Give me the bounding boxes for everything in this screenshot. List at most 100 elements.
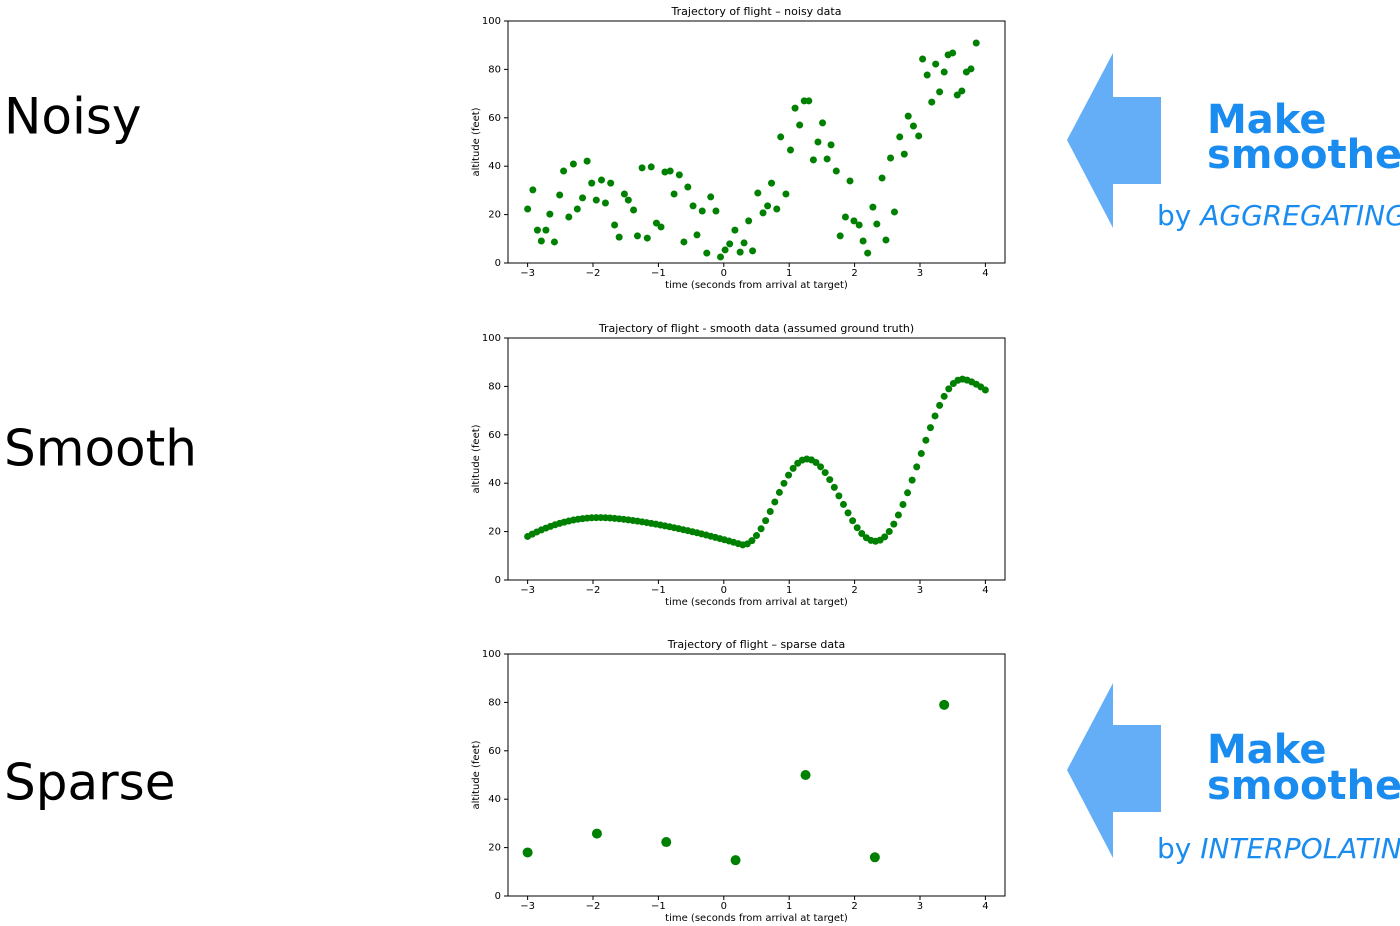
point <box>882 236 890 244</box>
point <box>913 463 921 471</box>
x-tick-label: −2 <box>586 268 601 279</box>
point <box>814 138 822 146</box>
point <box>800 770 811 780</box>
point <box>579 194 587 202</box>
point <box>899 500 907 508</box>
point <box>821 469 829 477</box>
y-tick-label: 60 <box>488 430 501 441</box>
point <box>791 104 799 112</box>
y-tick-label: 20 <box>488 210 501 221</box>
point <box>717 253 725 261</box>
y-tick-label: 100 <box>482 16 501 27</box>
x-tick-label: −2 <box>586 901 601 912</box>
point <box>565 213 573 221</box>
row-label: Noisy <box>4 88 142 146</box>
point <box>522 847 533 858</box>
x-tick-label: 1 <box>786 268 792 279</box>
point <box>878 174 886 182</box>
by: by <box>1157 199 1191 232</box>
point <box>940 68 948 76</box>
point <box>940 392 948 400</box>
point <box>823 155 831 163</box>
point <box>832 167 840 175</box>
x-tick-label: 0 <box>721 268 727 279</box>
point <box>753 532 760 540</box>
point <box>958 87 966 95</box>
point <box>780 479 788 487</box>
point <box>812 459 820 467</box>
y-tick-label: 0 <box>495 891 501 902</box>
point <box>904 489 912 497</box>
point <box>721 246 729 254</box>
x-tick-label: 4 <box>982 585 988 596</box>
point <box>573 205 581 213</box>
x-tick-label: −2 <box>586 585 601 596</box>
point <box>890 520 898 528</box>
point <box>850 217 858 225</box>
point <box>598 176 606 184</box>
point <box>542 226 550 234</box>
point <box>839 500 847 508</box>
y-tick-label: 60 <box>488 746 501 757</box>
plot-area <box>507 20 1006 264</box>
x-tick-label: 2 <box>851 268 857 279</box>
point <box>853 524 861 532</box>
point <box>844 509 852 517</box>
point <box>928 98 936 106</box>
callout-method: by AGGREGATING <box>1157 199 1400 232</box>
point <box>615 233 623 241</box>
point <box>633 232 641 240</box>
point <box>945 385 953 393</box>
point <box>550 238 558 246</box>
point <box>841 213 849 221</box>
x-tick-label: −1 <box>651 901 666 912</box>
point <box>858 529 866 537</box>
point <box>611 221 619 229</box>
point <box>787 146 795 154</box>
point <box>661 168 669 176</box>
x-tick-label: 3 <box>917 901 923 912</box>
y-axis-label: altitude (feet) <box>471 740 482 809</box>
point <box>757 525 765 533</box>
point <box>754 189 762 197</box>
x-tick-label: −3 <box>520 268 535 279</box>
x-tick-label: 0 <box>721 901 727 912</box>
point <box>670 190 678 198</box>
point <box>666 167 674 175</box>
point <box>652 219 660 227</box>
point <box>630 206 638 214</box>
point <box>817 463 825 471</box>
point <box>909 122 917 130</box>
point <box>900 150 908 158</box>
point <box>908 476 916 484</box>
point <box>873 220 881 228</box>
point <box>591 828 602 839</box>
callout-text: Make <box>1207 97 1326 143</box>
row-label: Smooth <box>4 420 197 478</box>
point <box>546 210 554 218</box>
point <box>740 239 748 247</box>
x-axis-label: time (seconds from arrival at target) <box>665 913 848 924</box>
x-tick-label: 1 <box>786 585 792 596</box>
point <box>805 97 813 105</box>
point <box>809 156 817 164</box>
point <box>922 436 930 444</box>
point <box>762 517 770 525</box>
point <box>796 121 804 129</box>
point <box>684 183 692 191</box>
chart-title: Trajectory of flight – sparse data <box>667 638 845 651</box>
point <box>601 199 609 207</box>
x-tick-label: 4 <box>982 268 988 279</box>
point <box>588 179 596 187</box>
point <box>731 226 739 234</box>
point <box>785 471 793 479</box>
y-tick-label: 0 <box>495 575 501 586</box>
point <box>890 208 898 216</box>
point <box>887 154 895 162</box>
point <box>777 133 785 141</box>
x-tick-label: −1 <box>651 585 666 596</box>
chart-title: Trajectory of flight – noisy data <box>671 5 842 18</box>
point <box>936 88 944 96</box>
point <box>789 464 797 472</box>
y-tick-label: 80 <box>488 64 501 75</box>
